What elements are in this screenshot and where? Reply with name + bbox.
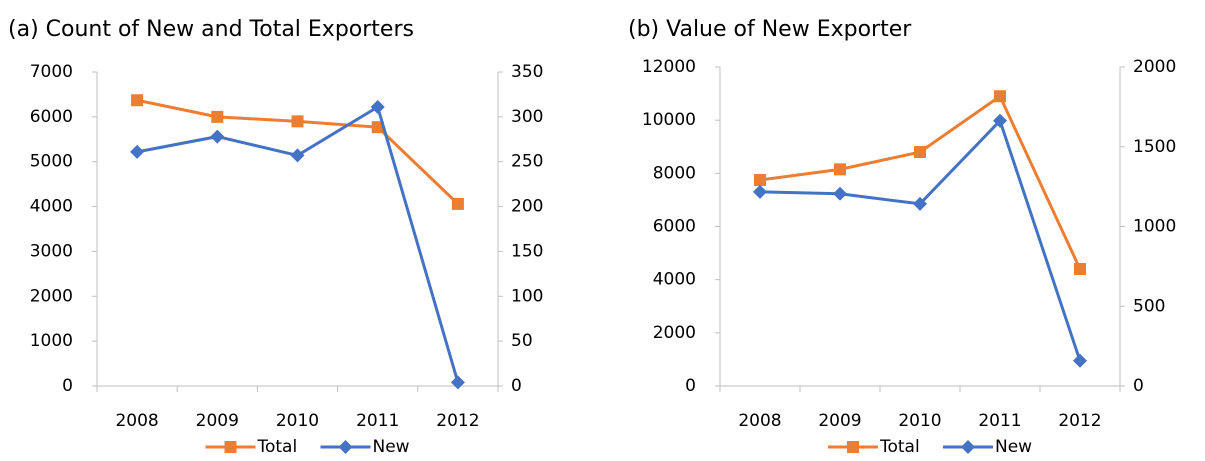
- y2-tick-label: 0: [511, 376, 522, 396]
- y2-tick-label: 1000: [1133, 217, 1176, 237]
- y2-tick-label: 1500: [1133, 137, 1176, 157]
- data-point: [1073, 353, 1087, 368]
- y-tick-label: 10000: [642, 110, 696, 130]
- y-tick-label: 8000: [653, 163, 696, 183]
- data-point: [131, 94, 144, 107]
- data-point: [371, 121, 384, 134]
- y2-tick-label: 0: [1133, 376, 1144, 396]
- y-tick-label: 6000: [30, 107, 73, 127]
- x-tick-label: 2010: [276, 411, 319, 431]
- legend-marker: [338, 440, 353, 454]
- data-point: [1074, 263, 1086, 276]
- data-point: [753, 184, 767, 199]
- y-tick-label: 4000: [653, 270, 696, 290]
- y-tick-label: 0: [62, 376, 73, 396]
- data-point: [290, 148, 305, 163]
- data-point: [994, 90, 1006, 103]
- y2-tick-label: 200: [511, 197, 543, 217]
- x-tick-label: 2012: [436, 411, 479, 431]
- x-tick-label: 2008: [115, 411, 158, 431]
- chart-title: (a) Count of New and Total Exporters: [8, 17, 414, 42]
- y-tick-label: 1000: [30, 331, 73, 351]
- y2-tick-label: 100: [511, 286, 543, 306]
- y-tick-label: 4000: [30, 197, 73, 217]
- y-tick-label: 7000: [30, 62, 73, 82]
- data-point: [913, 196, 927, 211]
- legend-marker: [847, 441, 859, 453]
- legend-label: Total: [879, 437, 920, 457]
- y-tick-label: 3000: [30, 241, 73, 261]
- legend-marker: [961, 440, 975, 454]
- data-point: [834, 163, 846, 176]
- y-tick-label: 12000: [642, 57, 696, 77]
- y-tick-label: 2000: [653, 323, 696, 343]
- legend-label: Total: [257, 437, 298, 457]
- y2-tick-label: 2000: [1133, 57, 1176, 77]
- legend-marker: [224, 441, 237, 453]
- x-tick-label: 2011: [978, 411, 1021, 431]
- x-tick-label: 2009: [196, 411, 239, 431]
- y2-tick-label: 500: [1133, 296, 1165, 316]
- series-line: [136, 104, 460, 383]
- y2-tick-label: 350: [511, 62, 543, 82]
- data-point: [370, 99, 385, 114]
- data-point: [211, 110, 224, 123]
- data-point: [914, 146, 926, 159]
- y-tick-label: 5000: [30, 152, 73, 172]
- y-tick-label: 6000: [653, 217, 696, 237]
- y2-tick-label: 50: [511, 331, 533, 351]
- data-point: [754, 173, 766, 186]
- y-tick-label: 0: [685, 376, 696, 396]
- x-tick-label: 2009: [818, 411, 861, 431]
- data-point: [130, 144, 145, 159]
- data-point: [210, 129, 225, 144]
- legend-label: New: [373, 437, 410, 457]
- y-tick-label: 2000: [30, 286, 73, 306]
- y2-tick-label: 300: [511, 107, 543, 127]
- y2-tick-label: 150: [511, 241, 543, 261]
- x-tick-label: 2012: [1058, 411, 1101, 431]
- x-tick-label: 2010: [898, 411, 941, 431]
- data-point: [993, 113, 1007, 128]
- x-tick-label: 2011: [356, 411, 399, 431]
- data-point: [451, 197, 464, 210]
- x-tick-label: 2008: [738, 411, 781, 431]
- data-point: [450, 375, 465, 390]
- series-line: [759, 93, 1082, 270]
- data-point: [291, 115, 304, 128]
- legend-label: New: [995, 437, 1032, 457]
- chart-title: (b) Value of New Exporter: [628, 17, 912, 42]
- y2-tick-label: 250: [511, 152, 543, 172]
- data-point: [833, 186, 847, 201]
